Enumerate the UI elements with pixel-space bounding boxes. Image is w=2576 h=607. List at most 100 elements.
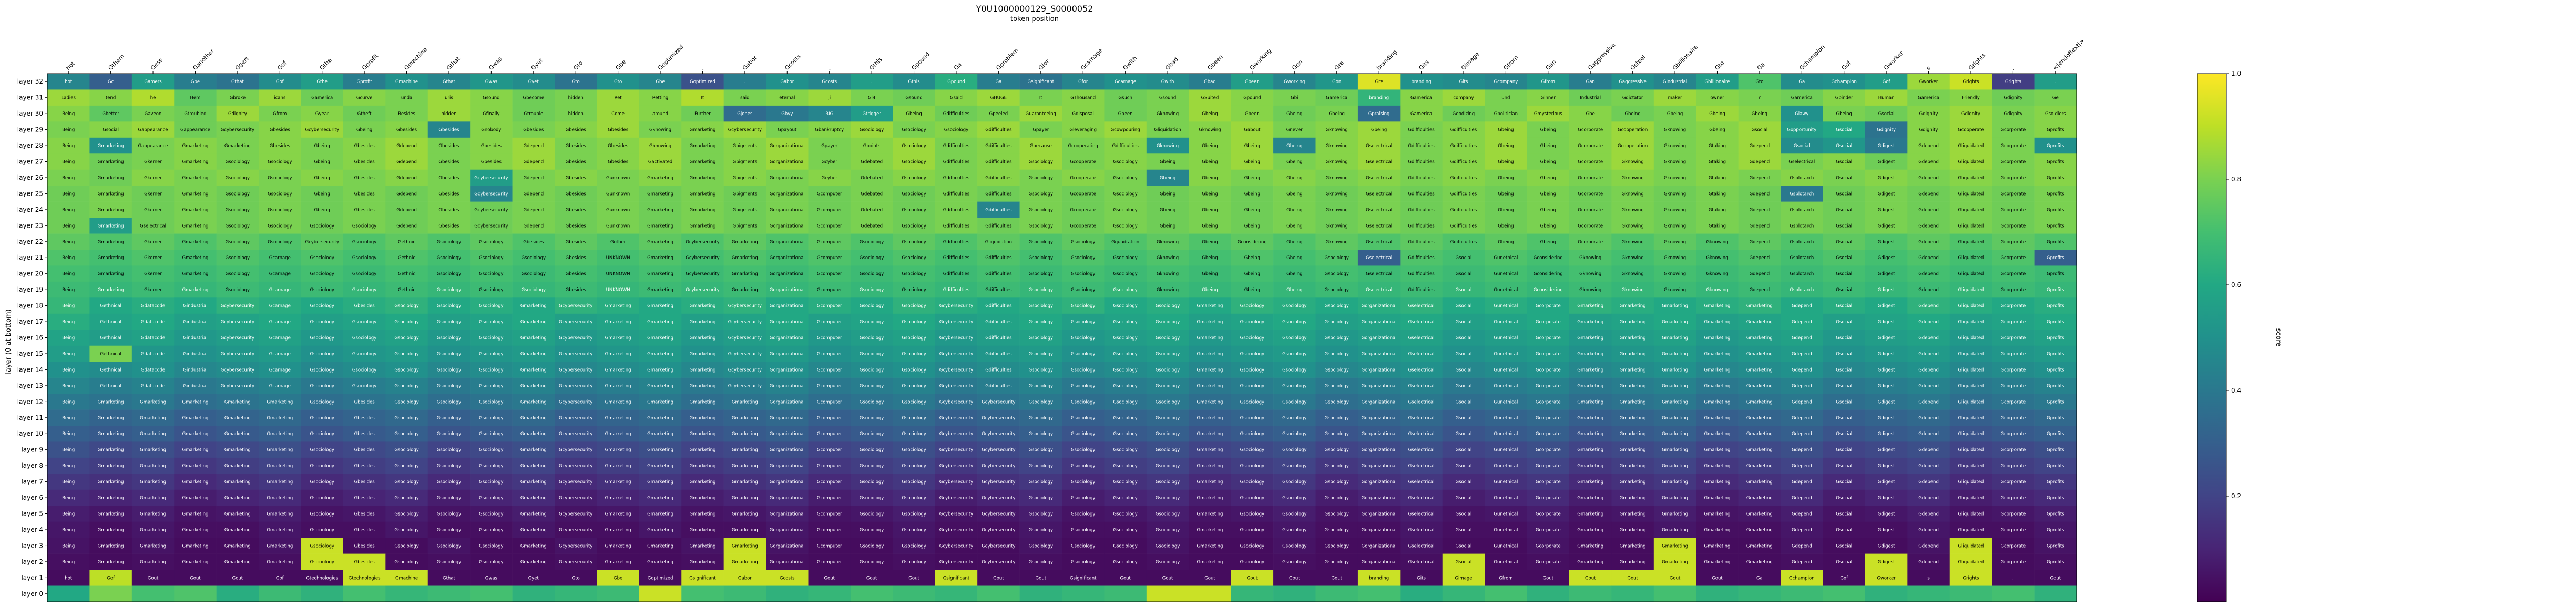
x-tick-label: Gwas <box>487 56 504 72</box>
heatmap-cell <box>1992 89 2035 106</box>
cell-label: Gsound <box>483 96 499 101</box>
cell-label: Gbeing <box>1286 143 1302 149</box>
heatmap-cell <box>977 89 1020 106</box>
cell-label: Gsociology <box>1282 464 1306 469</box>
cell-label: Gmarketing <box>224 399 251 405</box>
cell-label: Gsociology <box>479 320 503 325</box>
cell-label: Gkerner <box>144 240 162 245</box>
cell-label: Gsociology <box>860 255 884 261</box>
cell-label: Gmarketing <box>98 272 124 277</box>
cell-label: Gsociology <box>1029 384 1053 389</box>
cell-label: Gcybersecurity <box>559 496 592 501</box>
cell-label: Gsocial <box>1836 160 1852 165</box>
cell-label: Gmarketing <box>182 240 209 245</box>
heatmap-cell <box>1104 585 1147 602</box>
cell-label: Gdigest <box>1878 191 1895 197</box>
cell-label: Gdatacode <box>141 320 165 325</box>
cell-label: Gorganizational <box>770 191 805 197</box>
cell-label: Gorganizational <box>770 399 805 405</box>
x-tick-label: Gwith <box>1122 55 1139 71</box>
cell-label: Gbeing <box>1202 111 1218 117</box>
cell-label: Gbeen <box>1118 111 1133 117</box>
cell-label: Gsocial <box>1456 448 1472 453</box>
cell-label: Ga <box>995 79 1001 85</box>
heatmap-cell <box>850 105 893 122</box>
cell-label: Gsociology <box>1240 560 1264 565</box>
cell-label: Gethnic <box>398 240 415 245</box>
heatmap-cell <box>808 153 851 170</box>
cell-label: Gliquidated <box>1958 512 1984 517</box>
cell-label: Gmarketing <box>732 399 758 405</box>
cell-label: Gsociology <box>352 367 376 373</box>
cell-label: Gmarketing <box>520 336 547 341</box>
cell-label: Ladies <box>62 96 76 101</box>
cell-label: Gcorporate <box>2000 208 2026 213</box>
cell-label: Gdepend <box>1918 543 1939 549</box>
cell-label: Gout <box>1289 575 1300 581</box>
cell-label: Gprofits <box>2047 176 2064 181</box>
heatmap-cell <box>427 74 471 90</box>
cell-label: Gsociology <box>860 384 884 389</box>
heatmap-cell <box>977 121 1020 138</box>
cell-label: Gknowing <box>1664 272 1686 277</box>
cell-label: Gprofits <box>2047 336 2064 341</box>
cell-label: Gbeing <box>1202 160 1218 165</box>
cell-label: Gsociology <box>1156 431 1180 437</box>
cell-label: It <box>1039 96 1043 101</box>
cell-label: Gsociology <box>1071 287 1095 293</box>
cell-label: Gsociology <box>1071 272 1095 277</box>
cell-label: Gmarketing <box>647 352 673 357</box>
heatmap-cell <box>935 121 978 138</box>
cell-label: Gdignity <box>2003 96 2022 101</box>
cell-label: Gsociology <box>902 416 926 421</box>
x-tick-label: Gaggressive <box>1587 42 1617 71</box>
heatmap-cell <box>1273 89 1316 106</box>
cell-label: Gknowing <box>1326 208 1348 213</box>
cell-label: Gdignity <box>2003 111 2022 117</box>
cell-label: Gsociology <box>394 367 418 373</box>
cell-label: Gmarketing <box>1620 336 1646 341</box>
heatmap-cell <box>1949 89 1992 106</box>
cell-label: Gdigest <box>1878 416 1895 421</box>
cell-label: Gmarketing <box>267 464 293 469</box>
cell-label: Gsociology <box>1029 176 1053 181</box>
heatmap-cell <box>1485 585 1527 602</box>
heatmap-cell <box>216 89 259 106</box>
cell-label: RIG <box>825 111 833 117</box>
cell-label: Gorganizational <box>1362 448 1397 453</box>
cell-label: Gmarketing <box>182 223 209 229</box>
heatmap-cell <box>1781 137 1823 154</box>
cell-label: Gsociology <box>1156 496 1180 501</box>
cell-label: Gmarketing <box>1577 512 1603 517</box>
cell-label: Being <box>62 464 75 469</box>
heatmap-cell <box>1400 105 1443 122</box>
cell-label: Gcooperate <box>1070 223 1096 229</box>
cell-label: Gcorporate <box>2000 416 2026 421</box>
cell-label: Gsociology <box>1240 352 1264 357</box>
cell-label: Gdepend <box>1750 143 1770 149</box>
cell-label: Gpigments <box>733 223 758 229</box>
cell-label: Gbeing <box>1202 176 1218 181</box>
heatmap-cell <box>1146 74 1189 90</box>
cell-label: Gdepend <box>1918 496 1939 501</box>
cell-label: Gout <box>1585 575 1596 581</box>
cell-label: Gsociology <box>437 255 461 261</box>
cell-label: Gdignity <box>1961 111 1980 117</box>
cell-label: Gsocial <box>1836 143 1852 149</box>
heatmap-cell <box>639 121 682 138</box>
cell-label: Gdepend <box>1750 191 1770 197</box>
cell-label: Gselectrical <box>1408 399 1435 405</box>
cell-label: Gunethical <box>1494 528 1518 533</box>
cell-label: Gbesides <box>270 128 291 133</box>
cell-label: Gdepend <box>523 223 544 229</box>
cell-label: Gsociology <box>902 543 926 549</box>
cell-label: Gsociology <box>860 336 884 341</box>
cell-label: Gbeing <box>1202 240 1218 245</box>
cell-label: Gbe <box>614 575 622 581</box>
cell-label: Gout <box>1162 575 1173 581</box>
heatmap-cell <box>766 121 809 138</box>
cell-label: Gsociology <box>1113 367 1137 373</box>
cell-label: Gdepend <box>523 143 544 149</box>
cell-label: Gsociology <box>1240 480 1264 485</box>
cell-label: Gknowing <box>649 128 671 133</box>
